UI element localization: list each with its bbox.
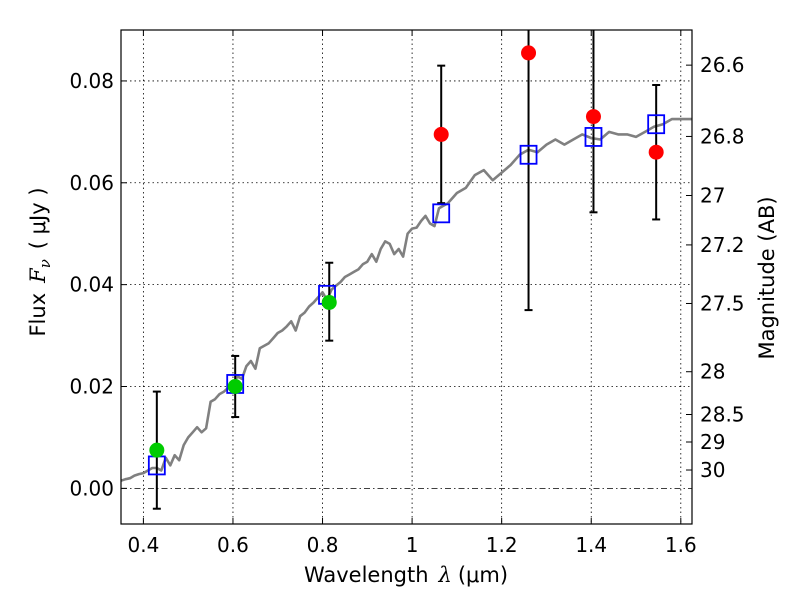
y-tick-label: 0.02 bbox=[69, 374, 114, 398]
y-tick-label: 0.06 bbox=[69, 171, 114, 195]
model-photometry-square bbox=[647, 114, 666, 135]
x-axis-title: Wavelength λ (μm) bbox=[304, 563, 508, 587]
y2-tick-label: 29 bbox=[700, 430, 725, 454]
grid bbox=[121, 30, 692, 524]
data-point bbox=[321, 294, 337, 310]
y2-axis-title: Magnitude (AB) bbox=[755, 196, 779, 359]
data-point bbox=[648, 144, 664, 160]
y2-tick-label: 28.5 bbox=[700, 403, 745, 427]
x-tick-label: 0.8 bbox=[307, 533, 339, 557]
y-tick-label: 0.08 bbox=[69, 69, 114, 93]
markers bbox=[147, 45, 666, 476]
x-tick-label: 1.4 bbox=[575, 533, 607, 557]
y2-tick-label: 27.5 bbox=[700, 291, 745, 315]
x-tick-label: 1 bbox=[406, 533, 419, 557]
model-photometry-square bbox=[432, 203, 451, 224]
y-tick-label: 0.00 bbox=[69, 476, 114, 500]
tick-labels: 0.4 0.6 0.8 1 1.2 1.4 1.6 0.00 0.02 0.04 0.06 0.08 2… bbox=[69, 53, 744, 557]
plot-frame bbox=[120, 29, 693, 525]
sed-line-group bbox=[120, 117, 692, 482]
data-point bbox=[227, 378, 243, 394]
model-photometry-square bbox=[519, 144, 538, 165]
x-tick-label: 1.2 bbox=[486, 533, 518, 557]
y-tick-label: 0.04 bbox=[69, 273, 114, 297]
data-point bbox=[149, 442, 165, 458]
x-tick-label: 0.6 bbox=[217, 533, 249, 557]
y2-tick-label: 30 bbox=[700, 458, 725, 482]
data-point bbox=[585, 109, 601, 125]
ticks bbox=[121, 30, 692, 524]
data-point bbox=[521, 45, 537, 61]
y2-tick-label: 28 bbox=[700, 360, 725, 384]
model-photometry-square bbox=[584, 127, 603, 147]
y-axis-title: FluxFν( μJy ) bbox=[26, 187, 54, 336]
data-point bbox=[433, 126, 449, 142]
y2-tick-label: 26.6 bbox=[700, 53, 745, 77]
y2-tick-label: 27.2 bbox=[700, 233, 745, 257]
y2-tick-label: 26.8 bbox=[700, 124, 745, 148]
sed-model-line bbox=[120, 117, 692, 482]
x-tick-label: 1.6 bbox=[665, 533, 697, 557]
y2-tick-label: 27 bbox=[700, 184, 725, 208]
errorbars bbox=[152, 30, 661, 510]
x-tick-label: 0.4 bbox=[127, 533, 159, 557]
